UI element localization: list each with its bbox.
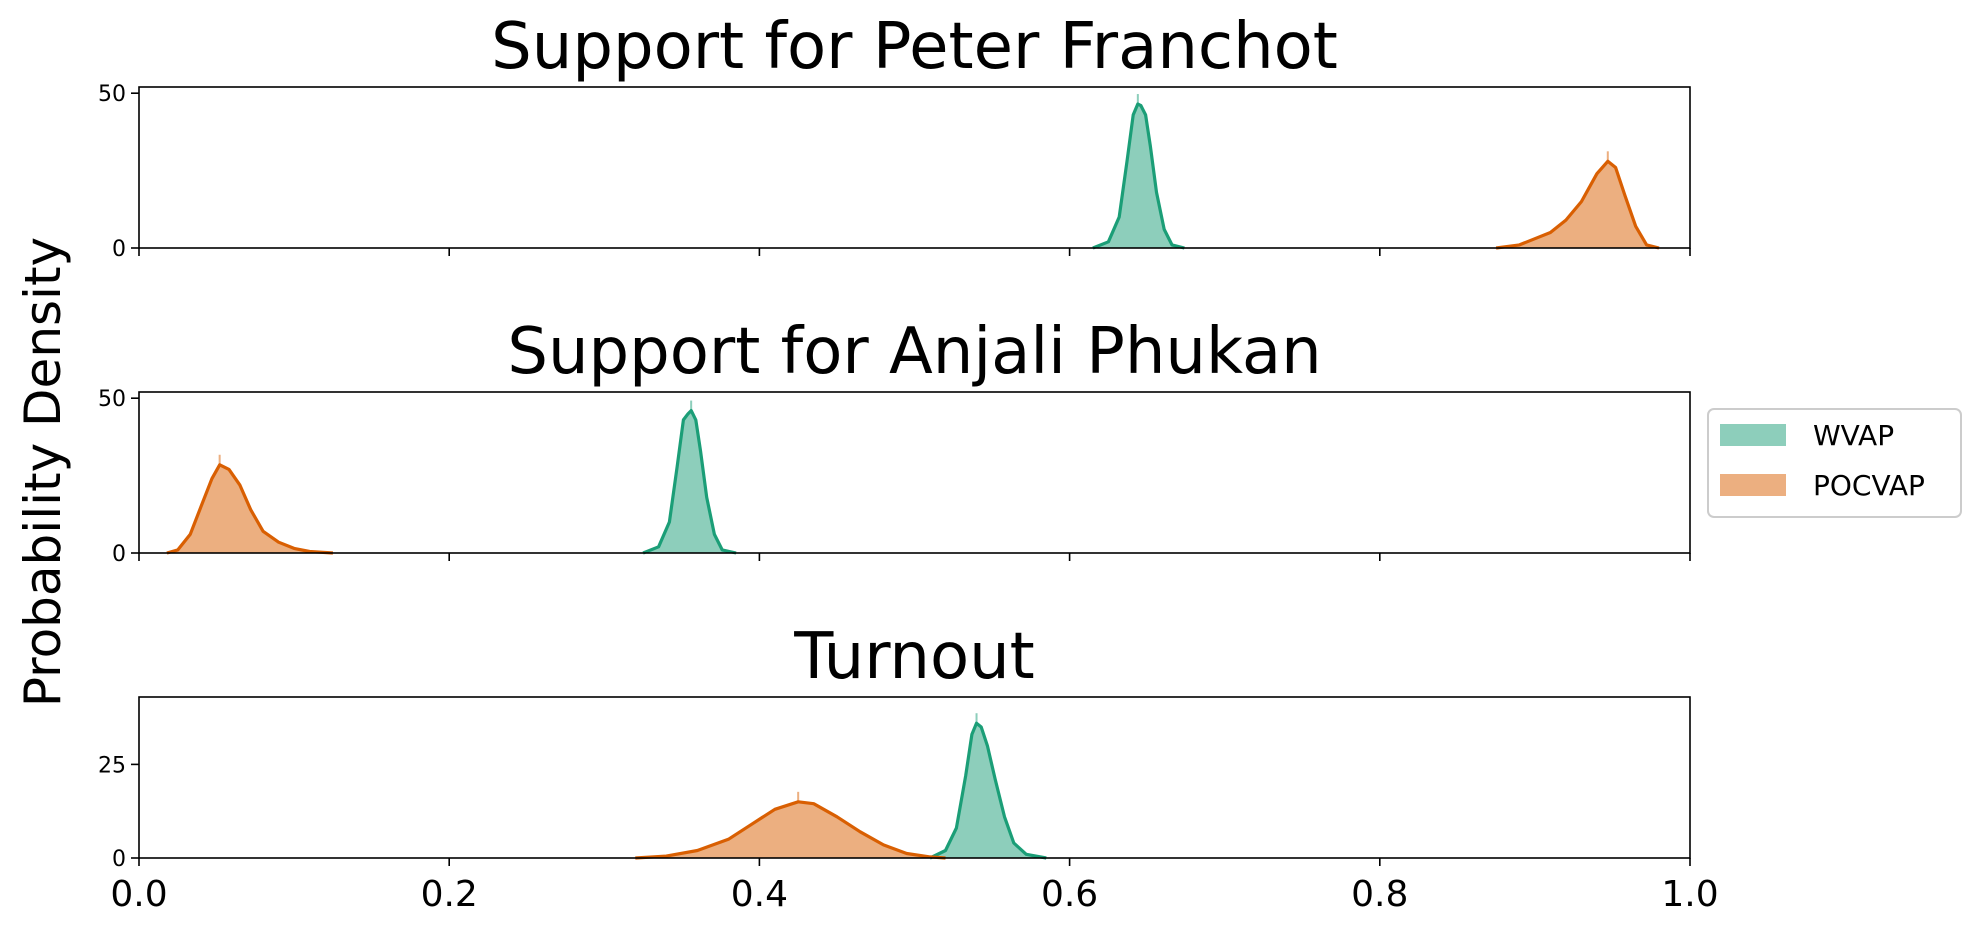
density-area-wvap [643,410,737,553]
plot-frame [138,696,1691,859]
y-tick-label: 50 [98,387,126,412]
legend-label-wvap: WVAP [1813,419,1894,452]
density-line-pocvap [635,800,946,860]
density-line-wvap [929,721,1047,860]
panel-title: Turnout [793,620,1035,694]
y-tick-label: 25 [98,753,126,778]
x-tick-label: 1.0 [1661,874,1718,915]
panel-2: Support for Anjali Phukan 0 50 [98,315,1691,567]
plot-frame [138,391,1691,554]
density-area-wvap [930,723,1047,858]
y-tick-label: 0 [112,847,126,872]
x-tick-label: 0.4 [731,874,788,915]
x-tick-label: 0.8 [1351,874,1408,915]
y-axis-title: Probability Density [14,237,72,707]
panel-title: Support for Peter Franchot [491,10,1338,84]
x-tick-label: 0.2 [421,874,478,915]
y-tick-label: 0 [112,237,126,262]
panel-3: Turnout 0 25 0.0 0.2 0.4 0.6 0.8 1.0 [98,620,1719,915]
panel-1: Support for Peter Franchot 0 50 [98,10,1691,262]
plot-frame [138,86,1691,249]
density-area-pocvap [1496,161,1659,248]
legend-swatch-pocvap [1720,474,1786,496]
legend-swatch-wvap [1720,424,1786,446]
x-tick-label: 0.0 [110,874,167,915]
density-area-pocvap [635,801,946,858]
y-tick-label: 50 [98,82,126,107]
density-line-pocvap [1495,159,1660,250]
legend: WVAP POCVAP [1707,408,1962,518]
legend-label-pocvap: POCVAP [1813,469,1925,502]
y-tick-label: 0 [112,542,126,567]
x-tick-label: 0.6 [1041,874,1098,915]
density-line-wvap [1092,102,1185,250]
density-line-wvap [642,409,737,555]
panel-title: Support for Anjali Phukan [507,315,1321,389]
density-area-wvap [1092,104,1185,248]
density-line-pocvap [166,463,334,555]
